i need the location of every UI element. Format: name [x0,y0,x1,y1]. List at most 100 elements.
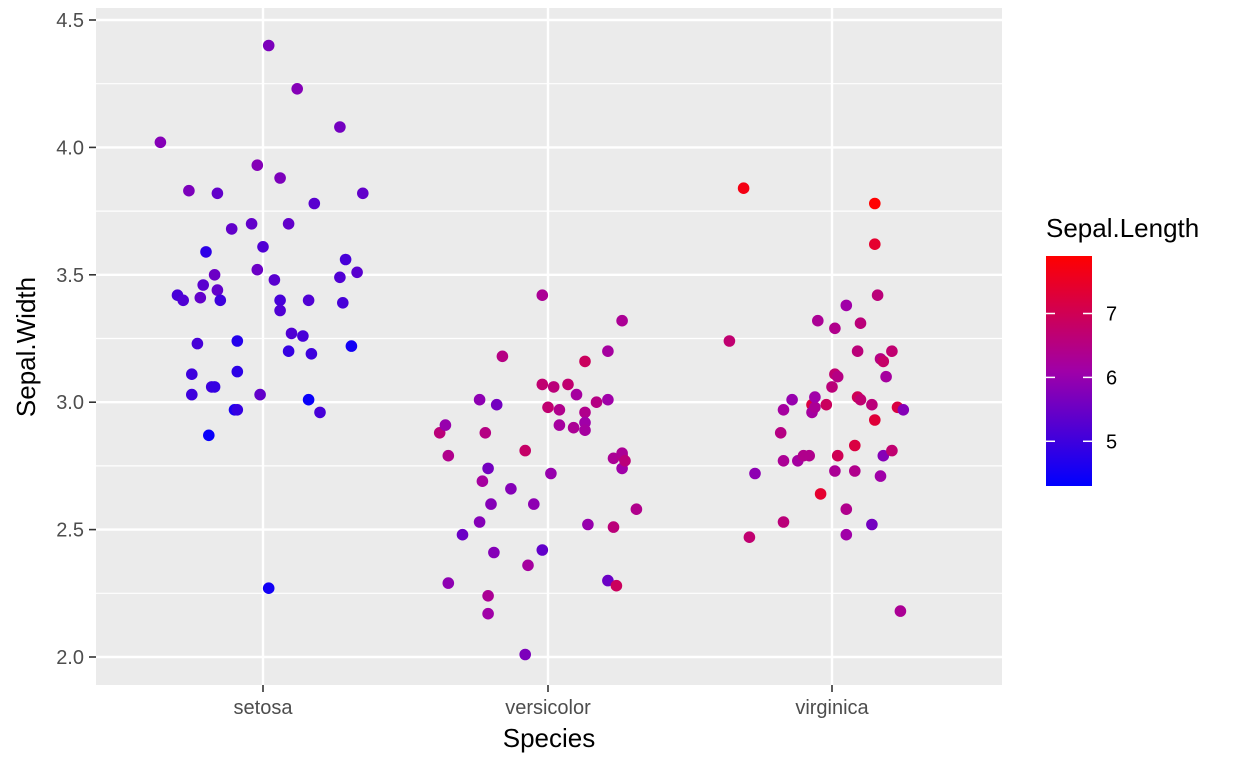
data-point [339,253,352,266]
legend-tick-label: 7 [1106,304,1117,326]
data-point [308,197,321,210]
legend-tick-label: 6 [1106,367,1117,389]
data-point [749,467,761,480]
data-point [505,483,517,495]
data-point [570,388,583,401]
data-point [211,284,224,296]
data-point [439,419,452,431]
data-point [473,516,486,528]
data-point [536,378,549,391]
data-point [814,488,827,500]
x-tick-label: virginica [795,697,869,719]
data-point [528,498,540,510]
data-point [840,503,853,515]
data-point [829,465,841,477]
data-point [522,559,534,572]
data-point [254,388,266,401]
data-point [200,246,212,258]
data-point [809,391,821,403]
data-point [840,528,853,541]
data-point [562,378,574,391]
data-point [579,355,591,368]
data-point [482,462,494,475]
data-point [851,345,864,358]
data-point [774,427,787,439]
data-point [849,439,861,452]
data-point [197,279,209,291]
data-point [886,444,898,457]
data-point [490,398,503,411]
data-point [820,398,833,411]
data-point [274,294,286,307]
data-point [211,187,224,200]
data-point [456,528,469,541]
color-legend: Sepal.Length 5 6 7 [1046,213,1199,486]
data-point [786,393,798,406]
data-point [840,299,853,312]
data-point [829,322,841,335]
data-point [809,401,821,414]
y-axis-title: Sepal.Width [11,277,41,417]
data-point [496,350,509,363]
data-point [610,579,623,592]
data-point [897,404,910,416]
data-point [473,393,486,406]
data-point [334,271,346,284]
x-tick-label: setosa [234,697,294,719]
data-point [871,289,884,302]
data-point [177,294,189,307]
y-axis: 2.0 2.5 3.0 3.5 4.0 4.5 [56,10,96,669]
data-point [619,455,631,467]
data-point [231,404,244,416]
data-point [291,83,304,95]
data-point [282,345,295,358]
data-point [553,419,566,431]
data-point [826,381,838,393]
data-point [488,546,500,559]
data-point [245,218,258,230]
data-point [442,577,455,589]
data-point [274,304,286,317]
data-point [553,404,566,416]
data-point [854,393,867,406]
data-point [305,348,318,360]
data-point [567,421,580,434]
data-point [231,335,244,347]
data-point [866,518,878,531]
legend-colorbar [1046,256,1092,486]
data-point [251,159,264,171]
data-point [602,345,614,358]
x-tick-label: versicolor [505,697,591,719]
data-point [479,427,492,439]
data-point [777,455,790,467]
data-point [297,330,309,342]
data-point [630,503,643,515]
data-point [866,398,878,411]
data-point [547,381,560,393]
data-point [877,449,890,462]
y-tick-label: 3.0 [56,392,84,414]
data-point [519,444,531,457]
x-axis-title: Species [503,723,596,753]
data-point [268,274,281,286]
data-point [442,449,455,462]
legend-tick-label: 5 [1106,431,1117,453]
data-point [831,370,844,383]
data-point [485,498,497,510]
data-point [186,368,198,381]
data-point [183,184,195,197]
data-point [536,289,549,302]
x-axis: setosa versicolor virginica [234,685,870,719]
data-point [602,393,614,406]
data-point [194,291,207,304]
data-point [590,396,603,409]
data-point [869,197,881,210]
data-point [302,294,315,307]
points-layer [154,39,910,661]
data-point [777,516,790,528]
data-point [737,182,750,194]
data-point [262,582,275,594]
data-point [251,263,264,276]
data-point [357,187,369,200]
data-point [869,414,881,426]
